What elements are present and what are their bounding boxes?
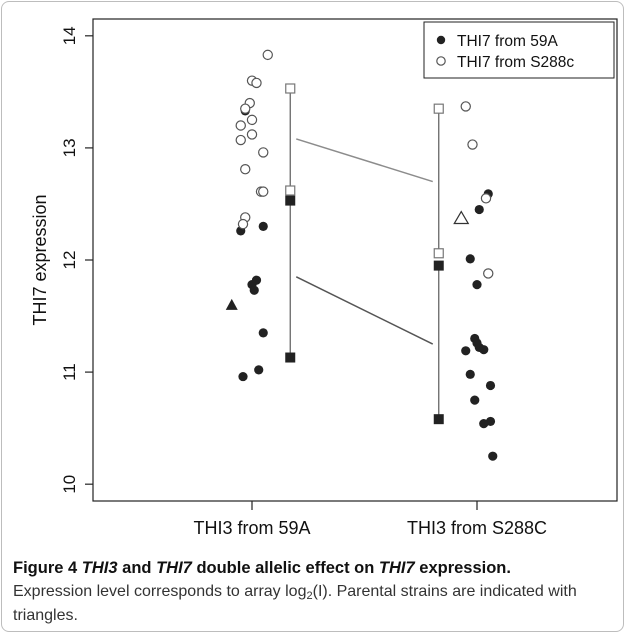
caption-body-sub: 2 (306, 590, 313, 602)
x-tick-label: THI3 from S288C (407, 518, 547, 538)
data-point-filled (258, 328, 268, 338)
y-tick-label: 10 (60, 475, 79, 494)
data-point-open (258, 147, 269, 158)
data-point-filled (258, 221, 268, 231)
mean-square-filled (285, 352, 296, 363)
data-point-filled (474, 204, 484, 215)
legend-marker-filled (436, 35, 446, 45)
data-point-open (240, 164, 251, 175)
legend-label: THI7 from S288c (457, 54, 574, 71)
data-point-filled (479, 419, 489, 429)
data-point-filled (479, 345, 489, 355)
caption-title: Figure 4 THI3 and THI7 double allelic ef… (13, 556, 613, 580)
data-point-filled (485, 380, 496, 391)
data-point-filled (254, 365, 264, 375)
data-point-open (235, 120, 246, 131)
mean-square-open (433, 248, 444, 259)
caption-conj: and (122, 559, 152, 577)
data-point-filled (488, 451, 498, 461)
y-tick-label: 13 (60, 138, 79, 157)
legend-label: THI7 from 59A (457, 33, 558, 50)
mean-square-filled (433, 260, 444, 271)
caption-body-2: (I). Parental strains are indicated with… (13, 583, 577, 624)
caption-gene-c: THI7 (378, 559, 415, 577)
caption-title-end: expression. (419, 559, 511, 577)
mean-square-open (285, 185, 296, 196)
caption-body-1: Expression level corresponds to array lo… (13, 583, 307, 600)
y-tick-label: 12 (60, 251, 79, 270)
data-point-open (235, 134, 246, 146)
data-point-open (460, 101, 471, 112)
data-point-open (483, 268, 494, 279)
caption-title-rest: double allelic effect on (196, 559, 375, 577)
caption-gene-a: THI3 (81, 559, 118, 577)
axes: 10 11 12 13 14 THI7 expression THI3 from 59A TH… (30, 18, 618, 538)
data-point-open (240, 103, 251, 114)
data-point-filled (465, 369, 475, 379)
data-point-filled (472, 280, 482, 290)
y-tick-label: 14 (60, 26, 79, 45)
range-bars (289, 88, 440, 420)
legend-box (423, 21, 615, 79)
data-point-open (262, 49, 273, 61)
data-point-filled (461, 346, 471, 356)
mean-square-filled (285, 195, 296, 206)
y-axis-label: THI7 expression (30, 194, 50, 325)
mean-square-open (433, 103, 444, 114)
interaction-line (295, 276, 434, 345)
x-tick-label: THI3 from 59A (193, 518, 310, 538)
caption-gene-b: THI7 (156, 559, 192, 577)
data-point-filled (470, 395, 480, 405)
data-points (225, 49, 498, 461)
data-point-open (246, 114, 258, 126)
figure-caption: Figure 4 THI3 and THI7 double allelic ef… (13, 556, 613, 628)
data-point-open (480, 193, 492, 204)
data-point-filled (465, 254, 475, 264)
chart: 10 11 12 13 14 THI7 expression THI3 from 59A TH… (30, 18, 618, 538)
y-tick-label: 11 (60, 363, 79, 381)
legend-marker-open (436, 56, 446, 66)
data-point-open (246, 129, 258, 140)
mean-square-filled (433, 414, 444, 425)
caption-body: Expression level corresponds to array lo… (13, 580, 613, 628)
interaction-lines (295, 138, 434, 345)
plot-area-border (92, 18, 618, 502)
caption-label: Figure 4 (13, 559, 78, 577)
data-point-open (251, 77, 262, 89)
data-point-open (467, 139, 478, 150)
mean-square-open (285, 83, 296, 94)
data-point-open (237, 218, 249, 230)
data-point-filled (249, 285, 259, 295)
data-point-open (258, 186, 269, 197)
parental-triangle-open (453, 210, 470, 225)
parental-triangle-filled (225, 298, 238, 310)
data-point-filled (238, 371, 248, 382)
interaction-line (296, 138, 433, 183)
legend: THI7 from 59A THI7 from S288c (423, 21, 615, 79)
